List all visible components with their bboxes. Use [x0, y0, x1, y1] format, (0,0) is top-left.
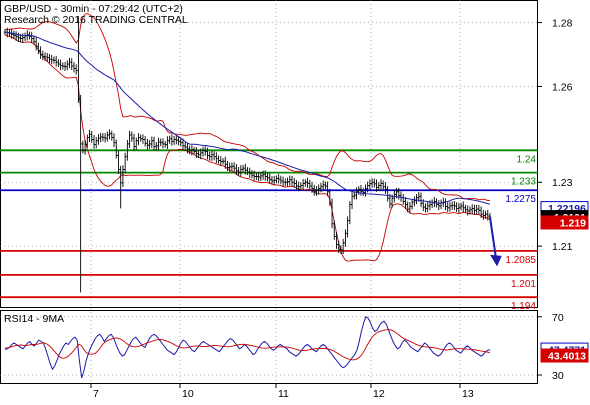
time-axis: 7 10 11 12 13: [90, 383, 474, 400]
level-label: 1.2275: [505, 194, 536, 205]
level-label: 1.233: [511, 177, 536, 188]
price-tick-label: 1.23: [552, 177, 573, 189]
rsi14-line: [4, 316, 491, 379]
forecast-arrow-shaft: [489, 216, 497, 259]
forecast-arrow: [489, 216, 502, 267]
level-label: 1.2085: [505, 255, 536, 266]
chart-subtitle: Research © 2016 TRADING CENTRAL: [4, 14, 188, 26]
moving-average-line: [4, 31, 491, 205]
rsi-lines: [0, 316, 538, 379]
rsi-tag-box: [540, 348, 589, 363]
rsi-tick-label: 70: [552, 312, 564, 324]
level-label: 1.201: [511, 279, 536, 290]
forecast-arrow-head: [490, 254, 502, 267]
upper-band: [4, 13, 491, 201]
moving-average: [4, 31, 491, 205]
price-bars: [3, 16, 492, 293]
lower-band: [4, 34, 491, 262]
price-tick-label: 1.26: [552, 81, 573, 93]
level-label: 1.24: [517, 154, 537, 165]
price-axis: 1.28 1.26 1.23 1.21: [538, 18, 573, 253]
time-tick-label: 11: [278, 388, 289, 400]
rsi-tick-label: 30: [552, 370, 564, 382]
rsi-9ma-line: [4, 329, 491, 361]
price-panel-frame: [0, 0, 538, 308]
level-lines: 1.24 1.233 1.2275 1.2085 1.201 1.194: [0, 149, 538, 312]
chart-title: GBP/USD - 30min - 07:29:42 (UTC+2): [4, 3, 183, 15]
bollinger-bands: [4, 13, 491, 262]
price-tick-label: 1.28: [552, 18, 573, 30]
time-tick-label: 7: [93, 388, 99, 400]
rsi-axis: 703047.477143.4013: [538, 312, 589, 382]
rsi-panel-title: RSI14 - 9MA: [4, 313, 64, 325]
time-tick-label: 13: [462, 388, 474, 400]
price-tick-label: 1.21: [552, 241, 573, 253]
price-tag-label: 1.219: [560, 217, 586, 229]
level-label: 1.194: [511, 301, 536, 312]
rsi-tag-label: 43.4013: [548, 351, 586, 363]
time-tick-label: 12: [373, 388, 385, 400]
price-tag-box: [540, 215, 589, 230]
grid-layer: [0, 0, 538, 383]
time-tick-label: 10: [182, 388, 194, 400]
